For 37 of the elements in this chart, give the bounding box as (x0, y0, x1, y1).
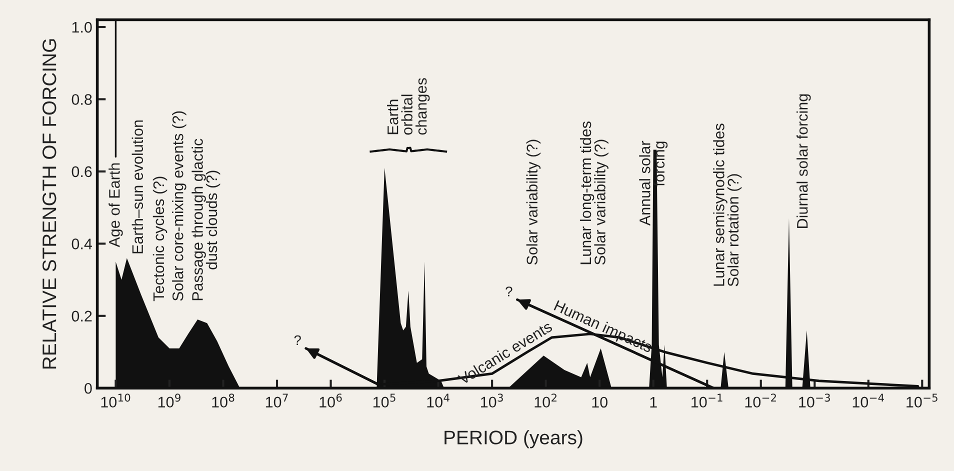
x-tick-label: 10$^{−2}$ (745, 394, 776, 408)
annotation: ? (506, 286, 512, 296)
annotation: Earth–sun evolution (132, 120, 144, 254)
x-tick-label: 10$^{6}$ (320, 394, 342, 408)
annotation: Solar variability (?) (526, 140, 541, 265)
x-axis-title: PERIOD (years) (444, 430, 582, 448)
y-tick-label: 0 (84, 382, 92, 394)
x-tick-label: 10$^{3}$ (481, 394, 503, 408)
annotation: Earth orbital changes (387, 78, 430, 135)
y-tick-label: 0.4 (72, 238, 92, 250)
x-tick-label: 10$^{8}$ (212, 394, 234, 408)
annotation: Annual solar forcing (639, 140, 668, 226)
y-tick-label: 1.0 (72, 22, 92, 33)
x-tick-label: 10$^{5}$ (373, 394, 396, 408)
x-tick-label: 10$^{4}$ (427, 394, 450, 408)
x-tick-label: 10$^{−5}$ (906, 394, 938, 408)
x-tick-label: 10$^{7}$ (266, 394, 288, 408)
annotation: Diurnal solar forcing (796, 94, 811, 228)
annotation: Lunar semisynodic tides Solar rotation (?) (713, 124, 742, 286)
y-tick-label: 0.2 (72, 310, 92, 322)
x-tick-label: 10$^{9}$ (158, 394, 180, 408)
x-tick-label: 10$^{10}$ (101, 394, 130, 408)
x-tick-label: 10$^{−3}$ (799, 394, 830, 408)
x-tick-label: 1 (650, 397, 657, 408)
x-tick-label: 10$^{−1}$ (692, 394, 722, 408)
y-tick-label: 0.6 (72, 166, 92, 178)
y-tick-label: 0.8 (72, 94, 92, 105)
annotation: Passage through glactic dust clouds (?) (192, 138, 220, 300)
y-axis-title: RELATIVE STRENGTH OF FORCING (42, 39, 56, 369)
x-tick-label: 10$^{−4}$ (852, 394, 884, 408)
x-tick-label: 10$^{2}$ (534, 394, 556, 408)
annotation: Age of Earth (108, 163, 123, 248)
annotation: Tectonic cycles (?) (152, 176, 168, 302)
x-tick-label: 10 (592, 396, 608, 408)
annotation: Lunar long-term tides Solar variability (?) (580, 122, 608, 265)
annotation: ? (294, 335, 301, 346)
annotation: Solar core-mixing events (?) (172, 111, 186, 301)
